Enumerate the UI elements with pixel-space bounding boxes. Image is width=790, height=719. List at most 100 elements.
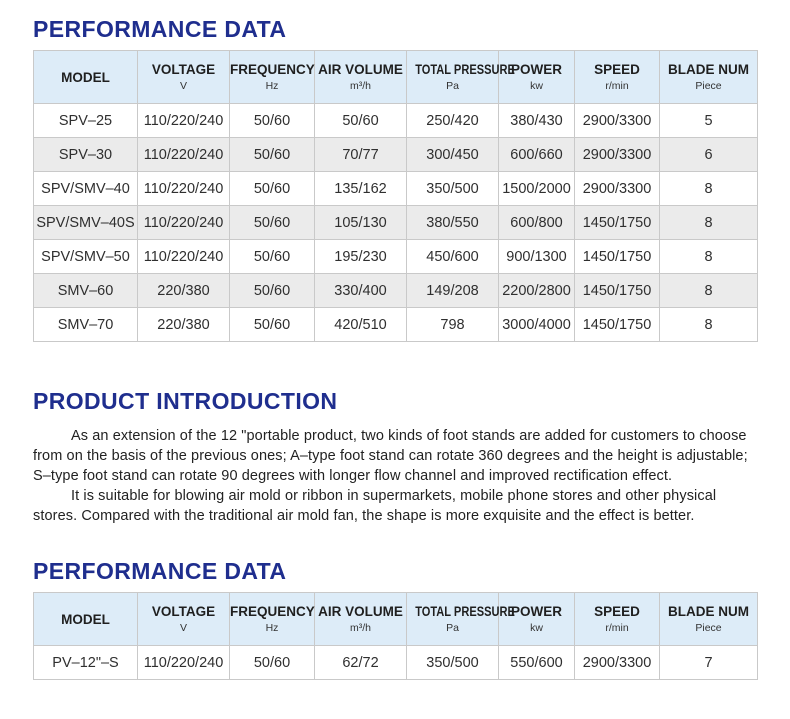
column-label: POWER	[510, 62, 562, 77]
value-cell: 350/500	[406, 171, 499, 206]
table-row: SPV/SMV–50 110/220/240 50/60 195/230 450/600…	[33, 239, 758, 274]
value-cell: 135/162	[314, 171, 407, 206]
column-label: VOLTAGE	[151, 604, 216, 619]
value-cell: 5	[659, 103, 758, 138]
model-cell: SMV–70	[33, 307, 138, 342]
column-header-model: MODEL	[33, 592, 138, 646]
column-label: BLADE NUM	[668, 604, 749, 619]
table-row: SPV–30 110/220/240 50/60 70/77 300/450 600/66…	[33, 137, 758, 172]
value-cell: 380/430	[498, 103, 575, 138]
column-header-frequency: FREQUENCY Hz	[229, 592, 315, 646]
column-unit: m³/h	[350, 80, 371, 92]
value-cell: 50/60	[229, 273, 315, 308]
column-label: MODEL	[61, 611, 110, 627]
value-cell: 450/600	[406, 239, 499, 274]
column-label: SPEED	[594, 62, 640, 77]
value-cell: 2900/3300	[574, 645, 660, 680]
column-label: SPEED	[594, 604, 640, 619]
value-cell: 550/600	[498, 645, 575, 680]
column-label: TOTAL PRESSURE	[415, 62, 515, 77]
model-cell: SPV/SMV–40	[33, 171, 138, 206]
value-cell: 3000/4000	[498, 307, 575, 342]
column-unit: V	[179, 80, 187, 92]
column-header-model: MODEL	[33, 50, 138, 104]
product-spec-page: PERFORMANCE DATA MODEL VOLTAGE V FREQUENCY H…	[0, 16, 790, 680]
table-row: PV–12"–S 110/220/240 50/60 62/72 350/500 550/…	[33, 645, 758, 680]
value-cell: 6	[659, 137, 758, 172]
column-label: AIR VOLUME	[318, 62, 403, 77]
intro-paragraph-2: It is suitable for blowing air mold or r…	[33, 488, 717, 524]
value-cell: 8	[659, 205, 758, 240]
value-cell: 149/208	[406, 273, 499, 308]
value-cell: 110/220/240	[137, 239, 230, 274]
column-label: POWER	[510, 604, 562, 619]
value-cell: 350/500	[406, 645, 499, 680]
model-cell: SPV/SMV–40S	[33, 205, 138, 240]
column-unit: V	[179, 622, 187, 634]
column-unit: r/min	[605, 622, 629, 634]
value-cell: 600/800	[498, 205, 575, 240]
performance-table-1: MODEL VOLTAGE V FREQUENCY Hz AIR VOLUME m³/h TO…	[33, 50, 758, 342]
table-row: SPV–25 110/220/240 50/60 50/60 250/420 380/43…	[33, 103, 758, 138]
column-unit: m³/h	[350, 622, 371, 634]
value-cell: 2200/2800	[498, 273, 575, 308]
value-cell: 110/220/240	[137, 103, 230, 138]
value-cell: 8	[659, 171, 758, 206]
value-cell: 50/60	[229, 137, 315, 172]
column-header-voltage: VOLTAGE V	[137, 50, 230, 104]
value-cell: 7	[659, 645, 758, 680]
value-cell: 1450/1750	[574, 273, 660, 308]
value-cell: 50/60	[314, 103, 407, 138]
column-unit: Pa	[446, 622, 459, 634]
value-cell: 1450/1750	[574, 205, 660, 240]
value-cell: 110/220/240	[137, 205, 230, 240]
value-cell: 195/230	[314, 239, 407, 274]
column-label: TOTAL PRESSURE	[415, 604, 515, 619]
column-header-frequency: FREQUENCY Hz	[229, 50, 315, 104]
column-header-air-volume: AIR VOLUME m³/h	[314, 592, 407, 646]
model-cell: SPV/SMV–50	[33, 239, 138, 274]
column-header-blade-num: BLADE NUM Piece	[659, 50, 758, 104]
column-header-power: POWER kw	[498, 50, 575, 104]
column-label: BLADE NUM	[668, 62, 749, 77]
performance-data-title-2: PERFORMANCE DATA	[33, 558, 287, 584]
column-header-voltage: VOLTAGE V	[137, 592, 230, 646]
column-header-speed: SPEED r/min	[574, 50, 660, 104]
value-cell: 220/380	[137, 273, 230, 308]
column-unit: r/min	[605, 80, 629, 92]
value-cell: 330/400	[314, 273, 407, 308]
product-introduction-title: PRODUCT INTRODUCTION	[33, 388, 338, 414]
value-cell: 900/1300	[498, 239, 575, 274]
value-cell: 1450/1750	[574, 239, 660, 274]
table-header-row: MODEL VOLTAGE V FREQUENCY Hz AIR VOLUME m³/h TO…	[33, 50, 758, 104]
column-header-total-pressure: TOTAL PRESSURE Pa	[406, 592, 515, 646]
table-header-row: MODEL VOLTAGE V FREQUENCY Hz AIR VOLUME m³/h TO…	[33, 592, 758, 646]
model-cell: SPV–25	[33, 103, 138, 138]
column-unit: Hz	[265, 80, 279, 92]
value-cell: 300/450	[406, 137, 499, 172]
value-cell: 2900/3300	[574, 137, 660, 172]
value-cell: 2900/3300	[574, 171, 660, 206]
value-cell: 220/380	[137, 307, 230, 342]
value-cell: 62/72	[314, 645, 407, 680]
intro-paragraph-1: As an extension of the 12 "portable prod…	[33, 428, 748, 484]
column-unit: Piece	[695, 622, 722, 634]
value-cell: 250/420	[406, 103, 499, 138]
value-cell: 50/60	[229, 307, 315, 342]
value-cell: 420/510	[314, 307, 407, 342]
column-label: MODEL	[61, 69, 110, 85]
model-cell: SPV–30	[33, 137, 138, 172]
performance-data-title-1: PERFORMANCE DATA	[33, 16, 287, 42]
value-cell: 8	[659, 273, 758, 308]
value-cell: 1500/2000	[498, 171, 575, 206]
table-row: SPV/SMV–40 110/220/240 50/60 135/162 350/500…	[33, 171, 758, 206]
value-cell: 8	[659, 239, 758, 274]
column-header-total-pressure: TOTAL PRESSURE Pa	[406, 50, 515, 104]
column-label: AIR VOLUME	[318, 604, 403, 619]
value-cell: 110/220/240	[137, 645, 230, 680]
column-label: VOLTAGE	[151, 62, 216, 77]
value-cell: 1450/1750	[574, 307, 660, 342]
model-cell: SMV–60	[33, 273, 138, 308]
column-header-power: POWER kw	[498, 592, 575, 646]
column-unit: Pa	[446, 80, 459, 92]
